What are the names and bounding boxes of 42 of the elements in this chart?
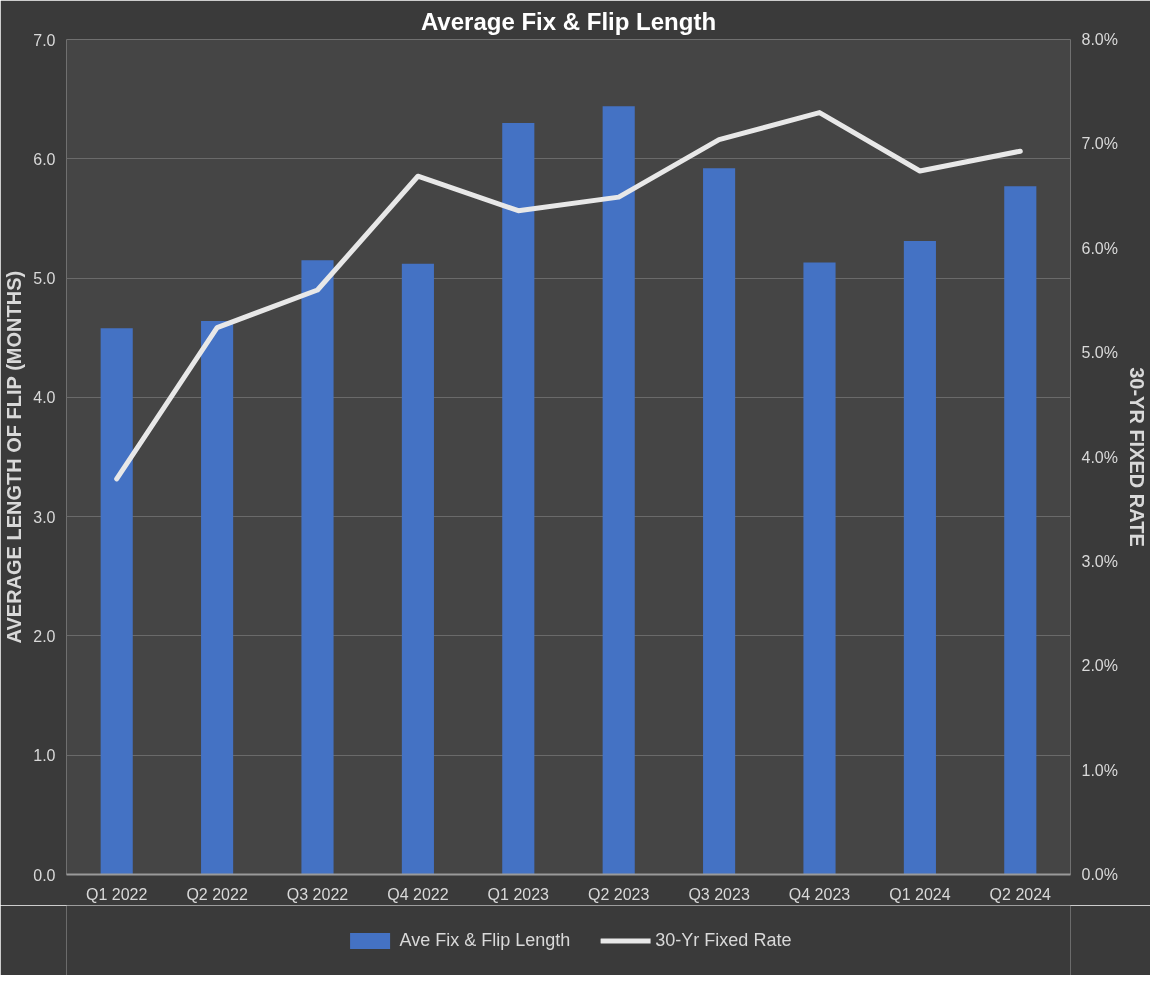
bar: [703, 168, 736, 875]
x-tick-label: Q2 2022: [186, 885, 248, 903]
y2-tick-label: 8.0%: [1081, 31, 1118, 48]
bar: [602, 106, 635, 875]
y-tick-label: 2.0: [33, 627, 56, 645]
bar: [803, 262, 836, 875]
y-tick-label: 7.0: [33, 31, 56, 49]
bar: [502, 123, 535, 875]
legend-label: 30-Yr Fixed Rate: [655, 929, 792, 951]
y-tick-label: 4.0: [33, 389, 56, 407]
bar: [301, 260, 334, 875]
y-tick-label: 3.0: [33, 508, 56, 526]
y2-tick-label: 3.0%: [1081, 552, 1118, 570]
bar: [100, 328, 133, 875]
y2-tick-label: 7.0%: [1081, 135, 1118, 153]
x-tick-label: Q4 2022: [387, 885, 449, 903]
x-tick-label: Q3 2022: [286, 885, 349, 903]
x-tick-label: Q1 2024: [889, 885, 951, 903]
y2-tick-label: 0.0%: [1081, 866, 1118, 883]
y2-tick-label: 2.0%: [1081, 657, 1118, 675]
x-tick-label: Q2 2024: [989, 885, 1052, 903]
y2-tick-label: 6.0%: [1081, 239, 1118, 257]
y2-axis-title: 30-YR FIXED RATE: [1125, 367, 1148, 547]
bar: [903, 241, 936, 875]
y-tick-label: 1.0: [33, 747, 56, 765]
y-tick-label: 0.0: [33, 866, 56, 884]
y-tick-label: 5.0: [33, 270, 56, 288]
bar: [201, 321, 234, 875]
chart-title: Average Fix & Flip Length: [420, 7, 717, 35]
bar: [1004, 186, 1037, 875]
x-tick-label: Q1 2023: [487, 885, 550, 903]
y2-tick-label: 4.0%: [1081, 448, 1118, 466]
y-tick-label: 6.0: [33, 150, 56, 168]
x-tick-label: Q2 2023: [588, 885, 650, 903]
legend-label: Ave Fix & Flip Length: [399, 929, 571, 951]
y2-tick-label: 1.0%: [1081, 761, 1118, 779]
bar: [401, 263, 434, 875]
y2-tick-label: 5.0%: [1081, 344, 1118, 362]
x-tick-label: Q1 2022: [86, 885, 148, 903]
y-axis-title: AVERAGE LENGTH OF FLIP (MONTHS): [3, 270, 26, 644]
x-tick-label: Q3 2023: [688, 885, 750, 903]
x-tick-label: Q4 2023: [788, 885, 851, 903]
